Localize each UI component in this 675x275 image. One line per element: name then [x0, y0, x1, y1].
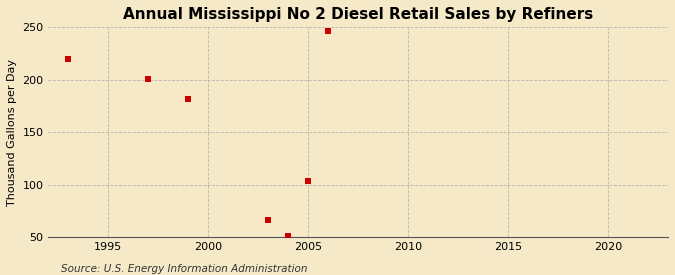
Point — [302, 178, 313, 183]
Point — [62, 57, 73, 61]
Point — [283, 234, 294, 238]
Point — [263, 217, 273, 222]
Point — [142, 76, 153, 81]
Title: Annual Mississippi No 2 Diesel Retail Sales by Refiners: Annual Mississippi No 2 Diesel Retail Sa… — [123, 7, 593, 22]
Y-axis label: Thousand Gallons per Day: Thousand Gallons per Day — [7, 59, 17, 206]
Text: Source: U.S. Energy Information Administration: Source: U.S. Energy Information Administ… — [61, 264, 307, 274]
Point — [323, 29, 333, 34]
Point — [182, 97, 193, 101]
